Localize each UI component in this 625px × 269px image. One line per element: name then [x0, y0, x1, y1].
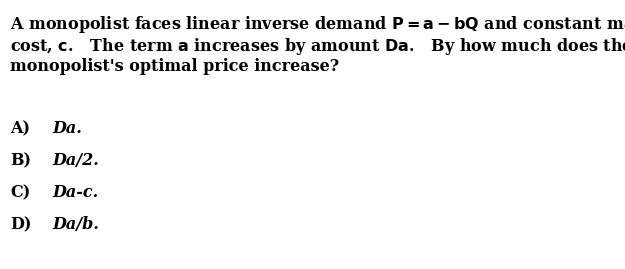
- Text: B): B): [10, 152, 31, 169]
- Text: monopolist's optimal price increase?: monopolist's optimal price increase?: [10, 58, 339, 75]
- Text: cost, $\mathbf{c}$.   The term $\mathbf{a}$ increases by amount $\mathbf{Da}$.  : cost, $\mathbf{c}$. The term $\mathbf{a}…: [10, 36, 625, 57]
- Text: A): A): [10, 120, 30, 137]
- Text: A monopolist faces linear inverse demand $\mathbf{P = a - bQ}$ and constant marg: A monopolist faces linear inverse demand…: [10, 14, 625, 35]
- Text: D): D): [10, 216, 31, 233]
- Text: Da/2.: Da/2.: [52, 152, 99, 169]
- Text: Da-c.: Da-c.: [52, 184, 98, 201]
- Text: Da/b.: Da/b.: [52, 216, 99, 233]
- Text: C): C): [10, 184, 30, 201]
- Text: Da.: Da.: [52, 120, 82, 137]
